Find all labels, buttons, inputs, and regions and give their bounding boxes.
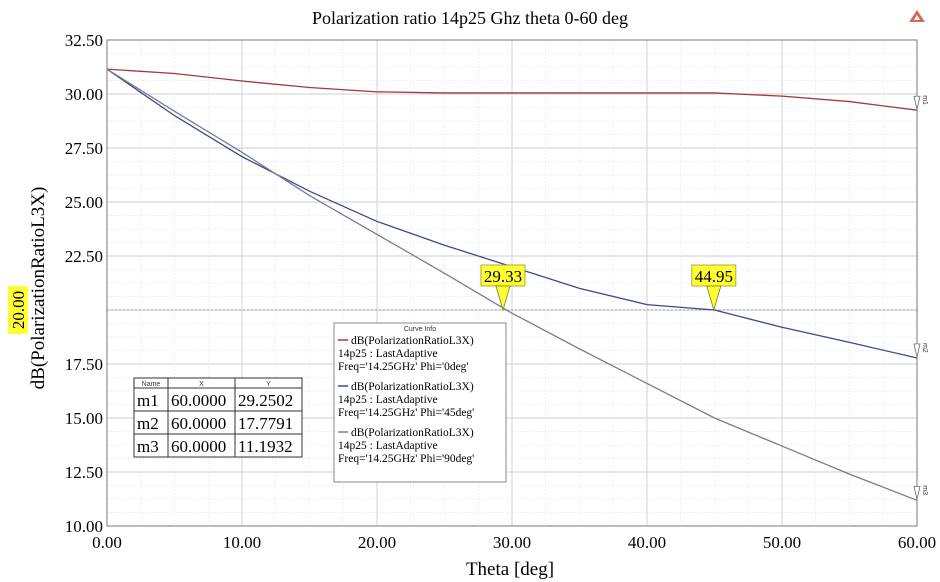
table-cell: m2 (137, 414, 159, 433)
table-cell: m3 (137, 437, 159, 456)
y-tick-label: 15.00 (65, 409, 103, 428)
y-tick-label: 22.50 (65, 247, 103, 266)
y-tick-label: 10.00 (65, 517, 103, 536)
end-flag-pointer (913, 485, 921, 500)
legend-series-params: Freq='14.25GHz' Phi='90deg' (338, 453, 474, 465)
legend-series-setup: 14p25 : LastAdaptive (338, 440, 438, 452)
legend-series-params: Freq='14.25GHz' Phi='45deg' (338, 407, 474, 419)
table-header-cell: Name (142, 381, 161, 388)
table-cell: 60.0000 (171, 414, 226, 433)
table-cell: 29.2502 (238, 391, 293, 410)
x-axis-label: Theta [deg] (466, 559, 554, 580)
y-tick-label: 30.00 (65, 85, 103, 104)
end-flag-label: m2 (921, 343, 928, 353)
marker-pointer (706, 285, 722, 312)
end-flag-pointer (913, 343, 921, 358)
end-flag: m1 (913, 95, 928, 110)
end-flag: m2 (913, 343, 928, 358)
table-header-cell: Y (266, 381, 271, 388)
legend-series-setup: 14p25 : LastAdaptive (338, 394, 438, 406)
y-tick-label: 17.50 (65, 355, 103, 374)
logo-icon-inner (914, 15, 920, 20)
marker-callout: 44.95 (691, 264, 737, 312)
series-line-3 (106, 68, 918, 501)
x-tick-label: 40.00 (628, 533, 666, 552)
marker-pointer (495, 285, 511, 312)
plot-border (106, 39, 918, 527)
y-tick-label: 27.50 (65, 139, 103, 158)
x-tick-label: 60.00 (898, 533, 936, 552)
reference-value-highlight (8, 286, 28, 334)
marker-label: 29.33 (484, 267, 522, 286)
marker-callouts: 29.33 44.95 (480, 264, 737, 312)
x-tick-labels: 0.00 10.00 20.00 30.00 40.00 50.00 60.00 (92, 533, 936, 552)
x-tick-label: 20.00 (358, 533, 396, 552)
y-tick-label: 32.50 (65, 31, 103, 50)
x-tick-label: 30.00 (493, 533, 531, 552)
legend-box (333, 322, 507, 483)
series-line-1 (106, 68, 918, 111)
table-header-cell: X (199, 381, 204, 388)
y-axis-label: dB(PolarizationRatioL3X) (28, 187, 49, 390)
legend-series-name: dB(PolarizationRatioL3X) (351, 381, 474, 393)
y-tick-labels: 10.00 12.50 15.00 17.50 22.50 25.00 27.50 30.00… (8, 31, 103, 536)
legend-series-name: dB(PolarizationRatioL3X) (351, 335, 474, 347)
table-border (133, 377, 303, 458)
end-flags: m1 m2 m3 (913, 95, 928, 500)
reference-value-label: 20.00 (8, 286, 28, 334)
reference-value-text: 20.00 (9, 291, 28, 329)
marker-label: 44.95 (695, 267, 733, 286)
legend-series-params: Freq='14.25GHz' Phi='0deg' (338, 361, 469, 373)
legend-title: Curve Info (404, 326, 436, 333)
y-tick-label: 25.00 (65, 193, 103, 212)
end-flag-label: m3 (921, 485, 928, 495)
legend-series-name: dB(PolarizationRatioL3X) (351, 427, 474, 439)
plot-frame (106, 39, 918, 527)
end-flag: m3 (913, 485, 928, 500)
table-cell: 60.0000 (171, 391, 226, 410)
legend-series-setup: 14p25 : LastAdaptive (338, 348, 438, 360)
table-cell: 17.7791 (238, 414, 293, 433)
curve-info-legend[interactable]: Curve InfodB(PolarizationRatioL3X)14p25 … (333, 322, 507, 483)
x-tick-label: 0.00 (92, 533, 122, 552)
chart-title: Polarization ratio 14p25 Ghz theta 0-60 … (312, 8, 628, 28)
x-tick-label: 50.00 (763, 533, 801, 552)
table-cell: 11.1932 (238, 437, 293, 456)
marker-callout: 29.33 (480, 264, 526, 312)
marker-table[interactable]: Name X Ym1 60.0000 29.2502 m2 60.0000 17.7791 m3… (133, 377, 303, 458)
table-cell: m1 (137, 391, 159, 410)
x-tick-label: 10.00 (223, 533, 261, 552)
table-cell: 60.0000 (171, 437, 226, 456)
y-tick-label: 12.50 (65, 463, 103, 482)
end-flag-pointer (913, 95, 921, 110)
end-flag-label: m1 (921, 95, 928, 105)
